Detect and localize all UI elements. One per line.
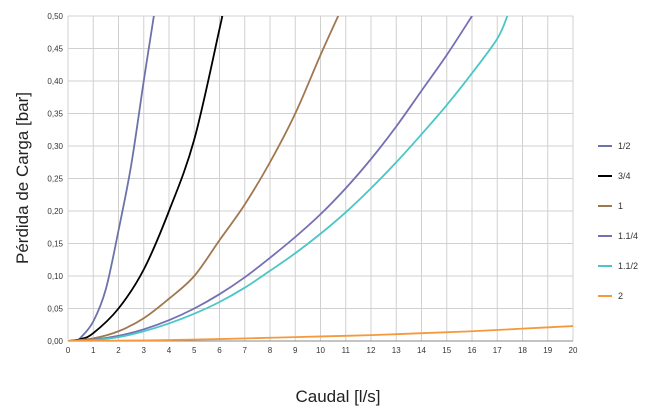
series-line-4 [68, 16, 473, 341]
x-tick-label: 15 [442, 346, 451, 355]
legend-label: 3/4 [618, 171, 631, 181]
x-tick-label: 6 [217, 346, 222, 355]
legend-label: 1.1/2 [618, 261, 638, 271]
y-tick-label: 0,15 [47, 240, 63, 249]
x-tick-label: 12 [367, 346, 376, 355]
series-line-2 [68, 16, 224, 341]
y-tick-label: 0,40 [47, 77, 63, 86]
x-axis-title: Caudal [l/s] [295, 387, 380, 406]
x-tick-label: 18 [518, 346, 527, 355]
x-tick-label: 1 [91, 346, 96, 355]
legend-label: 2 [618, 291, 623, 301]
x-tick-label: 17 [493, 346, 502, 355]
x-tick-label: 5 [192, 346, 197, 355]
x-tick-label: 14 [417, 346, 426, 355]
y-tick-label: 0,50 [47, 12, 63, 21]
x-tick-label: 9 [293, 346, 298, 355]
x-tick-label: 20 [569, 346, 578, 355]
x-tick-label: 19 [543, 346, 552, 355]
x-tick-label: 10 [316, 346, 325, 355]
y-axis-title: Pérdida de Carga [bar] [13, 92, 32, 264]
y-tick-label: 0,10 [47, 272, 63, 281]
legend: 1/2 3/4 1 1.1/4 1.1/2 2 [598, 141, 638, 301]
x-tick-label: 11 [342, 346, 351, 355]
series-line-3 [68, 16, 340, 341]
legend-label: 1 [618, 201, 623, 211]
y-tick-label: 0,30 [47, 142, 63, 151]
x-tick-labels: 0 1 2 3 4 5 6 7 8 9 10 11 12 13 14 15 16 17 18 19 20 [66, 346, 578, 355]
x-tick-label: 16 [468, 346, 477, 355]
x-tick-label: 3 [142, 346, 147, 355]
y-tick-label: 0,00 [47, 337, 63, 346]
y-tick-label: 0,35 [47, 110, 63, 119]
x-tick-label: 7 [243, 346, 248, 355]
x-tick-label: 0 [66, 346, 71, 355]
x-tick-label: 4 [167, 346, 172, 355]
series-line-6 [68, 325, 573, 341]
x-tick-label: 2 [116, 346, 121, 355]
legend-label: 1.1/4 [618, 231, 638, 241]
x-tick-label: 13 [392, 346, 401, 355]
x-tick-label: 8 [268, 346, 273, 355]
y-tick-labels: 0,00 0,05 0,10 0,15 0,20 0,25 0,30 0,35 0,40 0,45… [47, 12, 63, 346]
y-tick-label: 0,45 [47, 45, 63, 54]
legend-label: 1/2 [618, 141, 631, 151]
y-tick-label: 0,05 [47, 305, 63, 314]
y-tick-label: 0,25 [47, 175, 63, 184]
series-lines [68, 16, 573, 341]
y-tick-label: 0,20 [47, 207, 63, 216]
series-line-5 [68, 16, 509, 341]
grid [67, 15, 574, 342]
